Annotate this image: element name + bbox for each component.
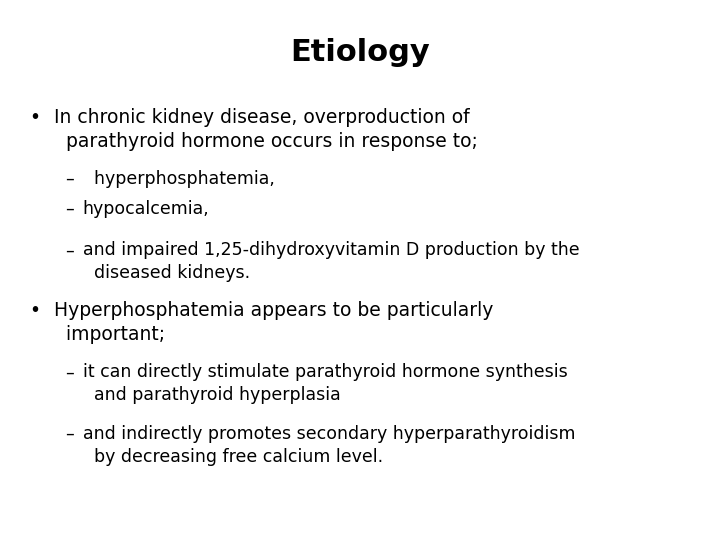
Text: •: •	[29, 108, 40, 127]
Text: hyperphosphatemia,: hyperphosphatemia,	[83, 170, 274, 188]
Text: –: –	[65, 241, 73, 259]
Text: and impaired 1,25-dihydroxyvitamin D production by the
  diseased kidneys.: and impaired 1,25-dihydroxyvitamin D pro…	[83, 241, 580, 282]
Text: and indirectly promotes secondary hyperparathyroidism
  by decreasing free calci: and indirectly promotes secondary hyperp…	[83, 425, 575, 466]
Text: –: –	[65, 200, 73, 218]
Text: –: –	[65, 363, 73, 381]
Text: –: –	[65, 425, 73, 443]
Text: it can directly stimulate parathyroid hormone synthesis
  and parathyroid hyperp: it can directly stimulate parathyroid ho…	[83, 363, 567, 404]
Text: hypocalcemia,: hypocalcemia,	[83, 200, 210, 218]
Text: –: –	[65, 170, 73, 188]
Text: •: •	[29, 301, 40, 320]
Text: Etiology: Etiology	[290, 38, 430, 67]
Text: In chronic kidney disease, overproduction of
  parathyroid hormone occurs in res: In chronic kidney disease, overproductio…	[54, 108, 478, 151]
Text: Hyperphosphatemia appears to be particularly
  important;: Hyperphosphatemia appears to be particul…	[54, 301, 493, 344]
